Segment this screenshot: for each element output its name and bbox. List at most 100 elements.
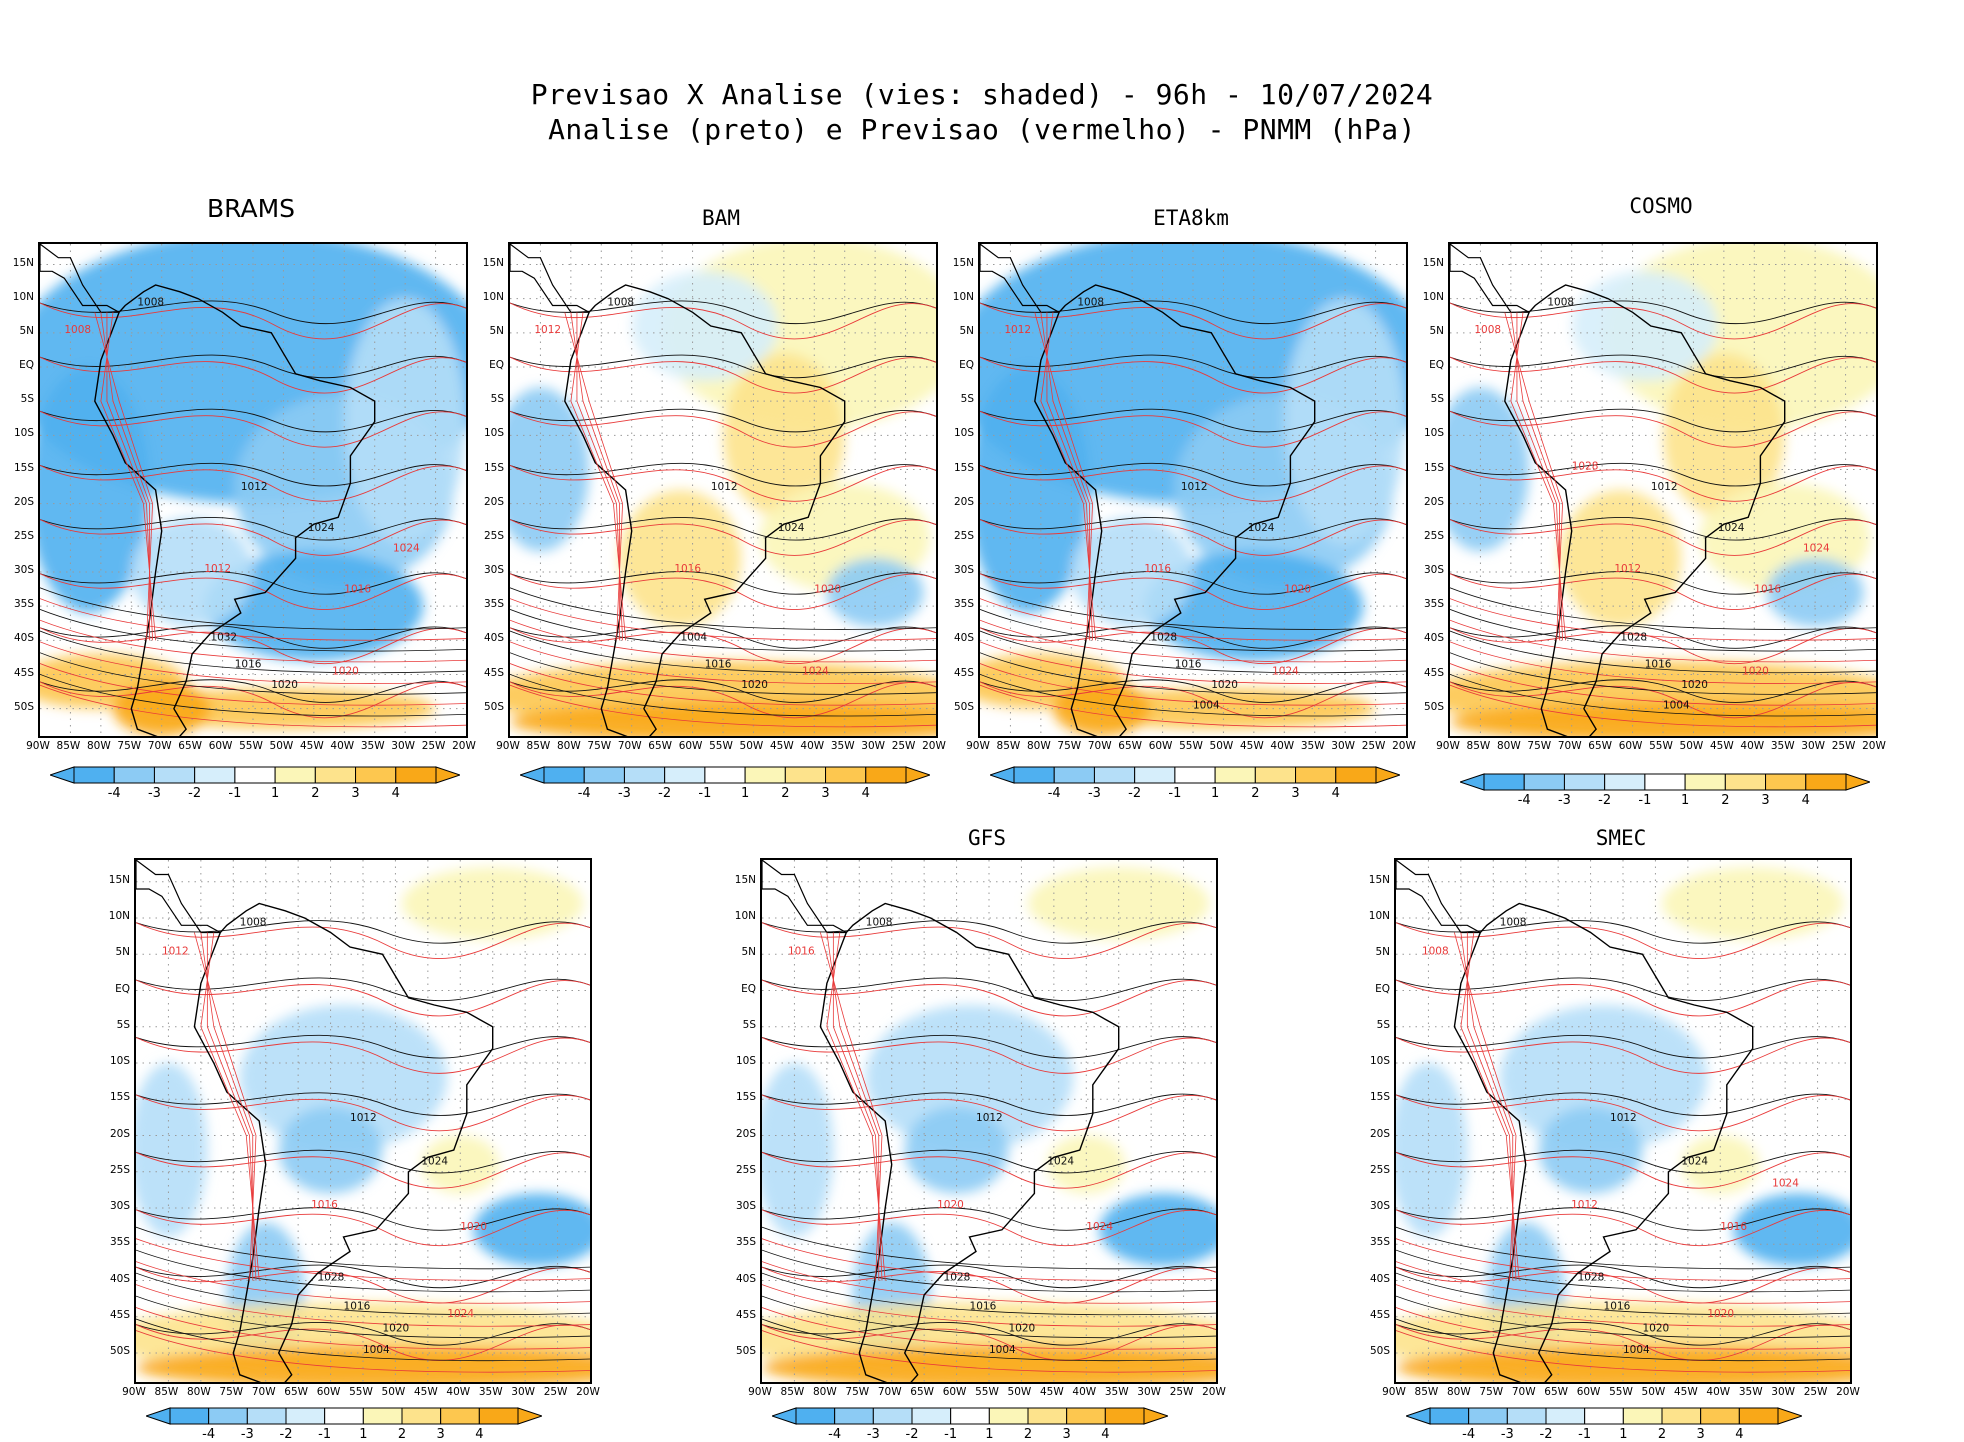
colorbar-label: -4 xyxy=(1047,786,1061,801)
longitude-label: 85W xyxy=(996,740,1021,752)
longitude-label: 40W xyxy=(1706,1386,1731,1398)
latitude-label: 10S xyxy=(1423,427,1444,440)
longitude-label: 75W xyxy=(219,1386,244,1398)
longitude-label: 50W xyxy=(739,740,764,752)
colorbar-segment xyxy=(246,1407,287,1425)
analysis-isobar-label: 1004 xyxy=(363,1344,390,1356)
analysis-isobar xyxy=(762,1149,1216,1174)
latitude-label: 20S xyxy=(13,495,34,508)
colorbar-label: 4 xyxy=(1101,1427,1110,1442)
forecast-isobar xyxy=(1396,1261,1850,1304)
latitude-label: 40S xyxy=(13,632,34,645)
colorbar-label: 3 xyxy=(351,786,360,801)
analysis-isobar xyxy=(40,408,466,433)
colorbar-label: -2 xyxy=(1128,786,1142,801)
forecast-isobar xyxy=(136,1037,590,1074)
analysis-isobar xyxy=(1450,571,1876,595)
colorbar-segment xyxy=(623,766,666,784)
latitude-label: EQ xyxy=(1375,982,1390,995)
colorbar-arrow-right xyxy=(1375,766,1400,784)
forecast-isobar-label: 1016 xyxy=(1720,1221,1747,1233)
colorbar-label: 3 xyxy=(1696,1427,1705,1442)
analysis-isobar xyxy=(136,1034,590,1059)
forecast-isobar xyxy=(510,663,936,706)
longitude-label: 30W xyxy=(511,1386,536,1398)
longitude-label: 85W xyxy=(526,740,551,752)
latitude-label: 5S xyxy=(1376,1018,1390,1031)
colorbar-label: -4 xyxy=(577,786,591,801)
longitude-label: 60W xyxy=(316,1386,341,1398)
analysis-isobar xyxy=(136,1149,590,1174)
bias-region xyxy=(1733,1193,1850,1266)
longitude-label: 30W xyxy=(391,740,416,752)
latitude-label: 15N xyxy=(12,256,34,269)
longitude-label: 45W xyxy=(1239,740,1264,752)
longitude-label: 45W xyxy=(299,740,324,752)
colorbar-label: 2 xyxy=(1023,1427,1033,1442)
longitude-label: 55W xyxy=(709,740,733,752)
colorbar-segment xyxy=(664,766,706,784)
analysis-isobar-label: 1012 xyxy=(976,1112,1003,1124)
forecast-isobar-label: 1008 xyxy=(1422,945,1449,957)
analysis-isobar xyxy=(762,920,1216,944)
colorbar-label: 3 xyxy=(821,786,830,801)
latitude-label: 45S xyxy=(13,666,34,679)
colorbar-label: 2 xyxy=(1657,1427,1667,1442)
analysis-isobar xyxy=(510,673,936,717)
longitude-label: 30W xyxy=(1771,1386,1796,1398)
analysis-isobar-label: 1024 xyxy=(421,1156,448,1168)
analysis-isobar xyxy=(510,652,936,695)
longitude-label: 20W xyxy=(452,740,476,752)
analysis-isobar-label: 1008 xyxy=(240,916,267,928)
analysis-isobar-label: 1008 xyxy=(1500,916,1527,928)
bias-region xyxy=(1047,1135,1126,1194)
bias-region xyxy=(1396,1345,1850,1382)
longitude-label: 30W xyxy=(861,740,886,752)
analysis-isobar xyxy=(1450,673,1876,717)
colorbar-label: -2 xyxy=(905,1427,919,1442)
longitude-label: 60W xyxy=(208,740,233,752)
latitude-label: EQ xyxy=(1429,359,1444,371)
central-america-coastline xyxy=(136,860,221,934)
longitude-label: 45W xyxy=(769,740,794,752)
analysis-isobar xyxy=(1450,609,1876,652)
forecast-isobar xyxy=(1450,464,1876,502)
analysis-isobar xyxy=(40,630,466,674)
pressure-bias-map: 1008 1012 1016 1020 1024 1028 1004 1008 1012 1016… xyxy=(1394,858,1852,1384)
panel-title: ETA8km xyxy=(1153,206,1229,230)
bias-region xyxy=(40,367,150,613)
analysis-isobar-label: 1016 xyxy=(344,1301,371,1313)
colorbar-label: 1 xyxy=(740,786,750,801)
longitude-label: 20W xyxy=(1862,740,1886,752)
bias-field: 1008 1012 1016 1020 1024 1028 1004 1012 1016 1020… xyxy=(136,860,590,1382)
longitude-label: 85W xyxy=(780,1386,805,1398)
colorbar-label: -1 xyxy=(698,786,712,801)
colorbar-label: 2 xyxy=(1721,793,1730,808)
pressure-bias-map: 1008 1012 1016 1020 1024 1028 1004 1016 1020 1024 xyxy=(760,858,1218,1384)
latitude-label: 40S xyxy=(483,632,504,645)
latitude-label: 10S xyxy=(735,1055,756,1067)
analysis-isobar-label: 1028 xyxy=(318,1272,345,1284)
colorbar-segment xyxy=(169,1407,210,1425)
latitude-label: 5N xyxy=(959,324,974,337)
forecast-isobar xyxy=(1450,684,1876,728)
latitude-label: 40S xyxy=(735,1272,756,1285)
colorbar-segment xyxy=(1134,766,1176,784)
longitude-label: 60W xyxy=(1618,740,1643,752)
colorbar-segment xyxy=(784,766,827,784)
colorbar-segment xyxy=(543,766,585,784)
panel-title: SMEC xyxy=(1595,826,1647,850)
latitude-label: 45S xyxy=(1369,1308,1390,1321)
colorbar-segment xyxy=(1604,773,1646,791)
analysis-isobar xyxy=(136,920,590,944)
longitude-label: 70W xyxy=(1511,1386,1536,1398)
analysis-isobar xyxy=(762,1034,1216,1059)
longitude-label: 45W xyxy=(1709,740,1734,752)
south-america-coastline xyxy=(819,902,1120,1382)
forecast-isobar xyxy=(136,1330,590,1373)
latitude-label: 15S xyxy=(109,1091,130,1104)
colorbar-segment xyxy=(865,766,907,784)
longitude-label: 65W xyxy=(1588,740,1613,752)
latitude-label: 20S xyxy=(735,1127,756,1140)
analysis-isobar-label: 1008 xyxy=(137,297,164,309)
